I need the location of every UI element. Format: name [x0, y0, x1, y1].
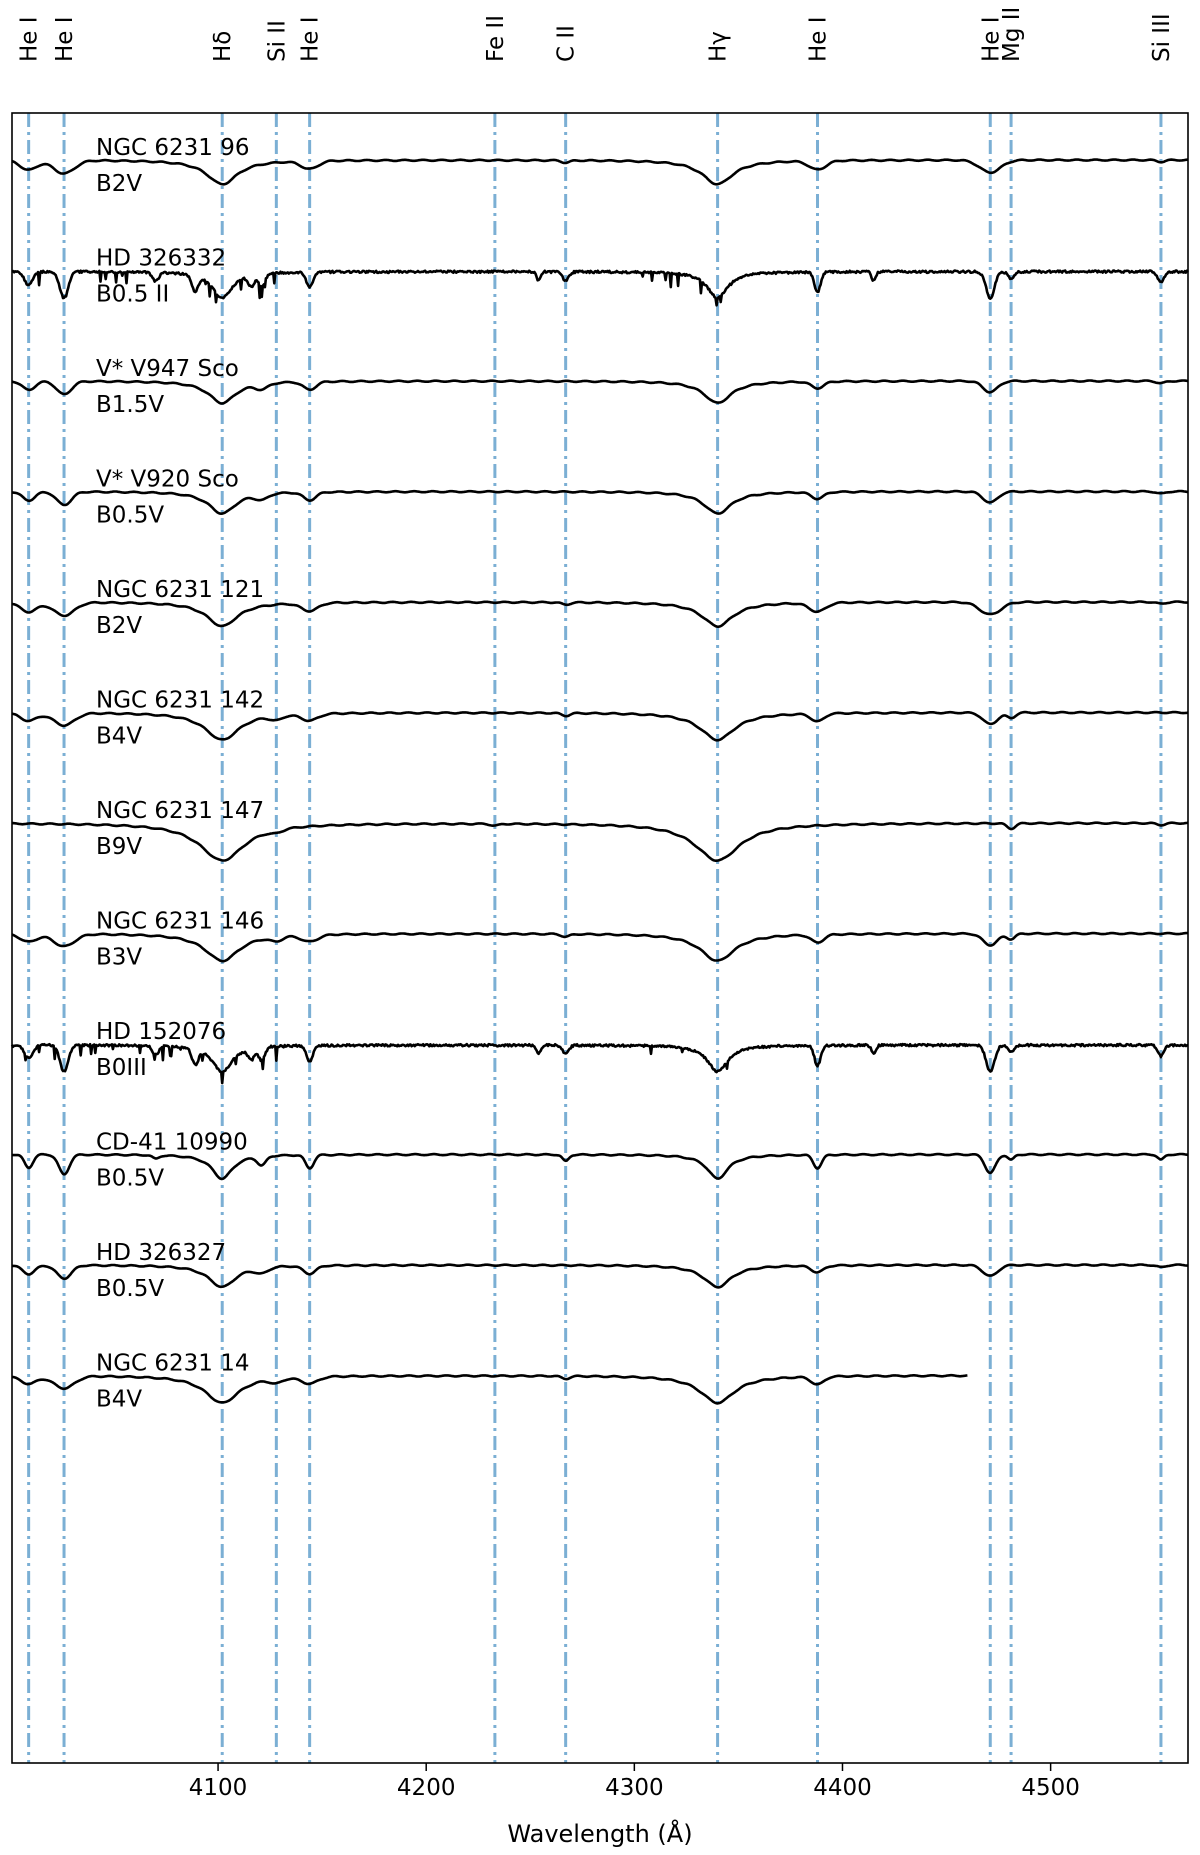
spectral-type-label: B0.5V	[96, 503, 164, 529]
line-marker-label: He I	[806, 16, 832, 62]
star-name-label: NGC 6231 146	[96, 909, 264, 935]
spectral-type-label: B2V	[96, 613, 142, 639]
star-name-label: V* V947 Sco	[96, 356, 239, 382]
x-tick-label: 4500	[1021, 1775, 1080, 1801]
spectral-type-label: B4V	[96, 724, 142, 750]
spectral-type-label: B0.5V	[96, 1166, 164, 1192]
line-marker-label: He I	[17, 16, 43, 62]
spectrum-line	[11, 600, 1189, 628]
spectral-type-label: B0.5V	[96, 1276, 164, 1302]
star-name-label: NGC 6231 14	[96, 1351, 250, 1377]
spectrum-line	[11, 269, 1189, 307]
star-name-label: NGC 6231 142	[96, 688, 264, 714]
spectrum-line	[11, 489, 1189, 515]
star-name-label: HD 152076	[96, 1019, 226, 1045]
spectrum-line	[11, 1152, 1189, 1181]
line-marker-label: He I	[52, 16, 78, 62]
plot-frame	[11, 112, 1189, 1764]
x-tick-label: 4300	[605, 1775, 664, 1801]
star-name-label: NGC 6231 121	[96, 577, 264, 603]
x-axis-ticks: 4100 4200 4300 4400 4500	[189, 1763, 1080, 1801]
spectrum-line	[11, 821, 1189, 862]
spectrum-line	[11, 710, 1189, 742]
spectrum-line	[11, 158, 1189, 186]
spectrum-line	[10, 1042, 1189, 1085]
spectrum-line	[11, 931, 1189, 963]
line-marker-label: He I	[978, 16, 1004, 62]
x-tick-label: 4100	[189, 1775, 248, 1801]
line-marker-label: C II	[554, 25, 580, 62]
spectral-type-label: B2V	[96, 171, 142, 197]
star-name-label: CD-41 10990	[96, 1130, 248, 1156]
star-name-label: HD 326332	[96, 246, 226, 272]
line-marker-label: Hδ	[210, 31, 236, 62]
line-marker-label: Si III	[1149, 13, 1175, 62]
spectral-type-label: B4V	[96, 1387, 142, 1413]
spectrum-line	[11, 1263, 1189, 1289]
spectrum-line	[11, 379, 1189, 405]
star-name-label: NGC 6231 147	[96, 798, 264, 824]
x-axis-label: Wavelength (Å)	[507, 1819, 692, 1848]
spectral-type-label: B0.5 II	[96, 282, 169, 308]
star-name-label: HD 326327	[96, 1240, 226, 1266]
line-markers	[27, 113, 1163, 1763]
x-tick-label: 4400	[813, 1775, 872, 1801]
spectral-type-label: B1.5V	[96, 392, 164, 418]
line-marker-label: Fe II	[483, 15, 509, 62]
x-tick-label: 4200	[397, 1775, 456, 1801]
line-marker-labels: He I He I Hδ Si II He I Fe II C II Hγ He I He IMg…	[17, 7, 1175, 62]
spectral-type-label: B9V	[96, 834, 142, 860]
spectrum-line	[11, 1373, 968, 1405]
star-name-label: NGC 6231 96	[96, 135, 250, 161]
star-labels: NGC 6231 96 B2V HD 326332 B0.5 II V* V947 Sc…	[96, 135, 264, 1413]
line-marker-label: Hγ	[706, 31, 732, 62]
line-marker-label: He I	[298, 16, 324, 62]
line-marker-label: Mg II	[999, 7, 1025, 62]
spectra	[10, 158, 1189, 1405]
star-name-label: V* V920 Sco	[96, 467, 239, 493]
spectral-type-label: B3V	[96, 945, 142, 971]
line-marker-label: Si II	[264, 20, 290, 62]
spectral-type-label: B0III	[96, 1055, 147, 1081]
